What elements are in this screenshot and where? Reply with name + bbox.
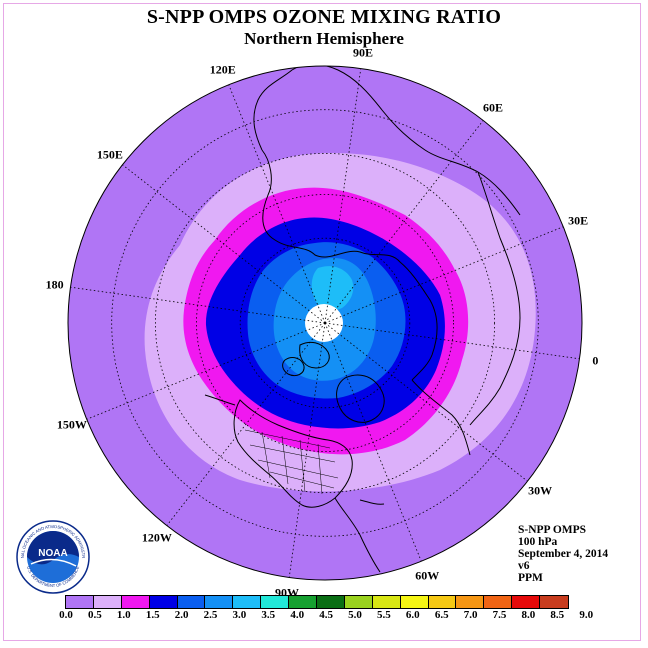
colorbar-swatch	[93, 596, 122, 608]
colorbar-swatch	[261, 596, 290, 608]
us-state-lines	[244, 429, 339, 495]
figure-frame	[3, 3, 641, 641]
pressure-level-label: 100 hPa	[518, 536, 558, 548]
version-label: v6	[518, 560, 530, 572]
longitude-label: 30E	[568, 213, 589, 228]
colorbar-swatch	[456, 596, 485, 608]
colorbar-tick-label: 5.0	[348, 609, 362, 621]
colorbar-swatch	[484, 596, 513, 608]
longitude-line	[324, 120, 484, 324]
colorbar-swatch	[205, 596, 234, 608]
latitude-circle	[239, 237, 411, 409]
longitude-line	[288, 322, 326, 578]
colorbar-tick-label: 4.5	[319, 609, 333, 621]
colorbar-tick-label: 3.0	[232, 609, 247, 621]
colorbar-tick-label: 0.0	[59, 609, 73, 621]
longitude-line	[324, 68, 362, 324]
colorbar-swatch	[317, 596, 345, 608]
longitude-label: 150W	[56, 417, 87, 432]
longitude-label: 60W	[415, 568, 440, 583]
longitude-label: 120W	[141, 530, 172, 545]
colorbar-tick-label: 6.5	[434, 609, 449, 621]
colorbar-tick-label: 5.5	[377, 609, 391, 621]
colorbar-tick-label: 4.0	[290, 609, 305, 621]
longitude-line	[228, 84, 326, 324]
hemisphere-boundary	[67, 65, 583, 581]
longitude-label: 150E	[96, 147, 123, 162]
longitude-line	[122, 164, 326, 324]
colorbar	[65, 595, 570, 609]
longitude-label: 180	[45, 277, 64, 292]
colorbar-tick-label: 8.0	[521, 609, 536, 621]
longitude-line	[324, 322, 580, 360]
colorbar-tick-label: 9.0	[579, 609, 594, 621]
latitude-circle	[196, 194, 454, 452]
colorbar-swatch	[233, 596, 262, 608]
colorbar-swatch	[344, 596, 373, 608]
coastlines	[204, 66, 521, 573]
colorbar-swatch	[121, 596, 150, 608]
longitude-label: 30W	[528, 483, 553, 498]
colorbar-tick-label: 7.0	[463, 609, 478, 621]
colorbar-tick-label: 8.5	[550, 609, 565, 621]
units-label: PPM	[518, 572, 543, 584]
longitude-line	[86, 322, 326, 420]
longitude-label: 120E	[209, 62, 236, 77]
longitude-label: 90E	[352, 45, 373, 60]
longitude-line	[324, 226, 564, 324]
colorbar-swatch	[177, 596, 206, 608]
colorbar-tick-label: 1.0	[116, 609, 131, 621]
longitude-line	[166, 322, 326, 526]
colorbar-swatch	[428, 596, 457, 608]
colorbar-tick-label: 1.5	[145, 609, 160, 621]
colorbar-tick-label: 6.0	[405, 609, 420, 621]
colorbar-tick-label: 3.5	[261, 609, 276, 621]
longitude-line	[70, 286, 326, 324]
date-label: September 4, 2014	[518, 548, 609, 560]
longitude-label: 0	[592, 353, 599, 368]
colorbar-swatch	[512, 596, 541, 608]
longitude-label: 60E	[483, 100, 504, 115]
instrument-label: S-NPP OMPS	[518, 524, 587, 536]
colorbar-swatch	[372, 596, 401, 608]
colorbar-ticks: 0.0 0.5 1.0 1.5 2.0 2.5 3.0 3.5 4.0 4.5 5.0 5.5 6.0 6…	[0, 609, 648, 623]
colorbar-swatch	[149, 596, 178, 608]
latitude-circle	[111, 109, 539, 537]
colorbar-swatch	[400, 596, 429, 608]
info-block: S-NPP OMPS 100 hPa September 4, 2014 v6 …	[518, 524, 608, 584]
ozone-band-3.0-3.5	[311, 266, 354, 310]
map-subtitle: Northern Hemisphere	[244, 29, 404, 48]
longitude-line	[324, 322, 528, 482]
colorbar-swatch	[66, 596, 94, 608]
colorbar-tick-label: 2.5	[203, 609, 218, 621]
noaa-logo: NOAA NATIONAL OCEANIC AND ATMOSPHERIC AD…	[16, 520, 90, 594]
colorbar-swatch	[540, 596, 569, 608]
colorbar-swatch	[289, 596, 318, 608]
latitude-circles	[111, 109, 539, 537]
longitude-line	[324, 322, 422, 562]
latitude-circle	[154, 152, 496, 494]
map-title: S-NPP OMPS OZONE MIXING RATIO	[146, 6, 502, 28]
colorbar-tick-label: 0.5	[88, 609, 102, 621]
colorbar-tick-label: 2.0	[174, 609, 189, 621]
svg-text:NOAA: NOAA	[38, 548, 67, 559]
longitude-lines	[70, 68, 580, 578]
colorbar-tick-label: 7.5	[492, 609, 507, 621]
